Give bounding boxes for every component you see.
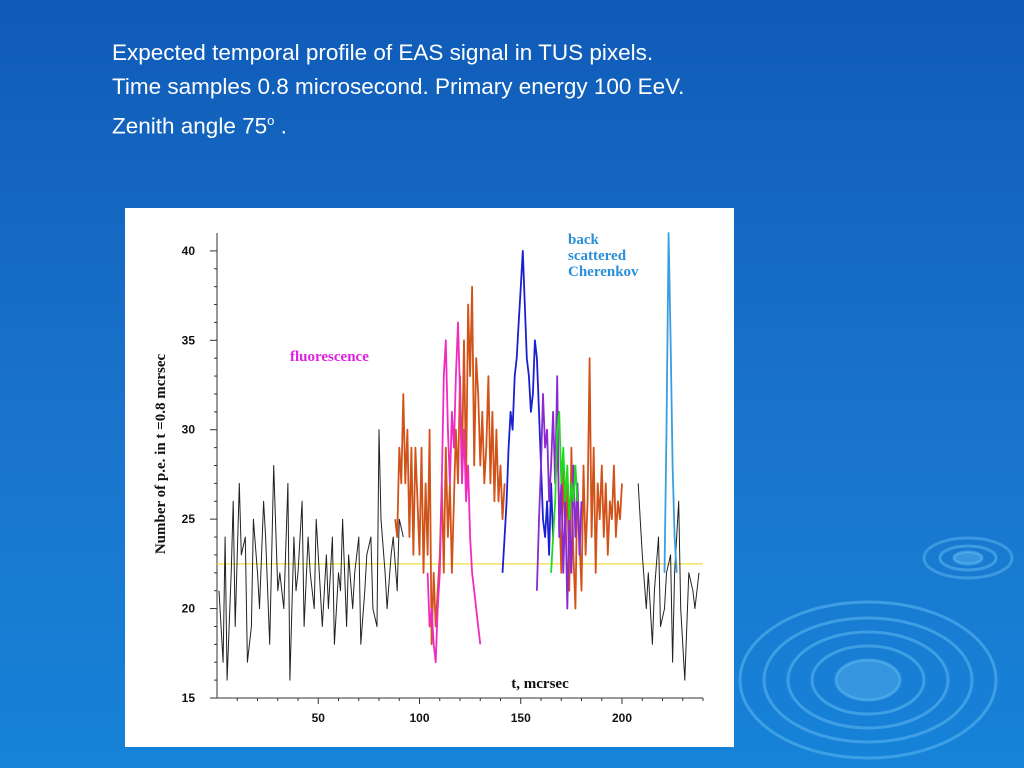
chart-series-group [218,232,700,681]
series-line-4 [426,321,482,664]
x-axis-label: t, mcrsec [511,676,569,692]
title-line-1: Expected temporal profile of EAS signal … [112,40,654,65]
y-tick-label: 20 [182,602,196,616]
series-line-1 [637,483,700,681]
degree-superscript: o [267,113,275,128]
y-tick-label: 40 [182,244,196,258]
x-tick-label: 100 [409,711,429,725]
title-line-3-text: Zenith angle 75 [112,113,268,139]
annotation-scattered: scattered [568,248,627,264]
series-line-5 [501,250,554,573]
x-tick-label: 50 [312,711,326,725]
chart-panel: 50 100 150 200 15 20 25 30 35 40 Number of p.e. i… [125,208,734,747]
series-line-7 [550,410,579,573]
annotation-back: back [568,232,600,248]
slide-title: Expected temporal profile of EAS signal … [112,36,972,144]
y-tick-label: 25 [182,512,196,526]
series-line-3 [556,357,623,610]
annotation-fluorescence: fluorescence [290,349,369,365]
series-line-0 [218,429,404,681]
chart-axes: 50 100 150 200 15 20 25 30 35 40 [182,233,704,725]
title-line-2: Time samples 0.8 microsecond. Primary en… [112,74,685,99]
x-tick-label: 150 [511,711,531,725]
chart-svg: 50 100 150 200 15 20 25 30 35 40 Number of p.e. i… [153,232,704,725]
title-line-3-end: . [274,113,287,139]
y-tick-label: 15 [182,691,196,705]
y-axis-label: Number of p.e. in t =0.8 mcrsec [153,354,169,555]
y-tick-label: 35 [182,333,196,347]
series-line-8 [663,232,678,573]
y-tick-label: 30 [182,423,196,437]
annotation-cherenkov: Cherenkov [568,264,639,280]
x-tick-label: 200 [612,711,632,725]
title-line-3: Zenith angle 75o . [112,104,972,144]
